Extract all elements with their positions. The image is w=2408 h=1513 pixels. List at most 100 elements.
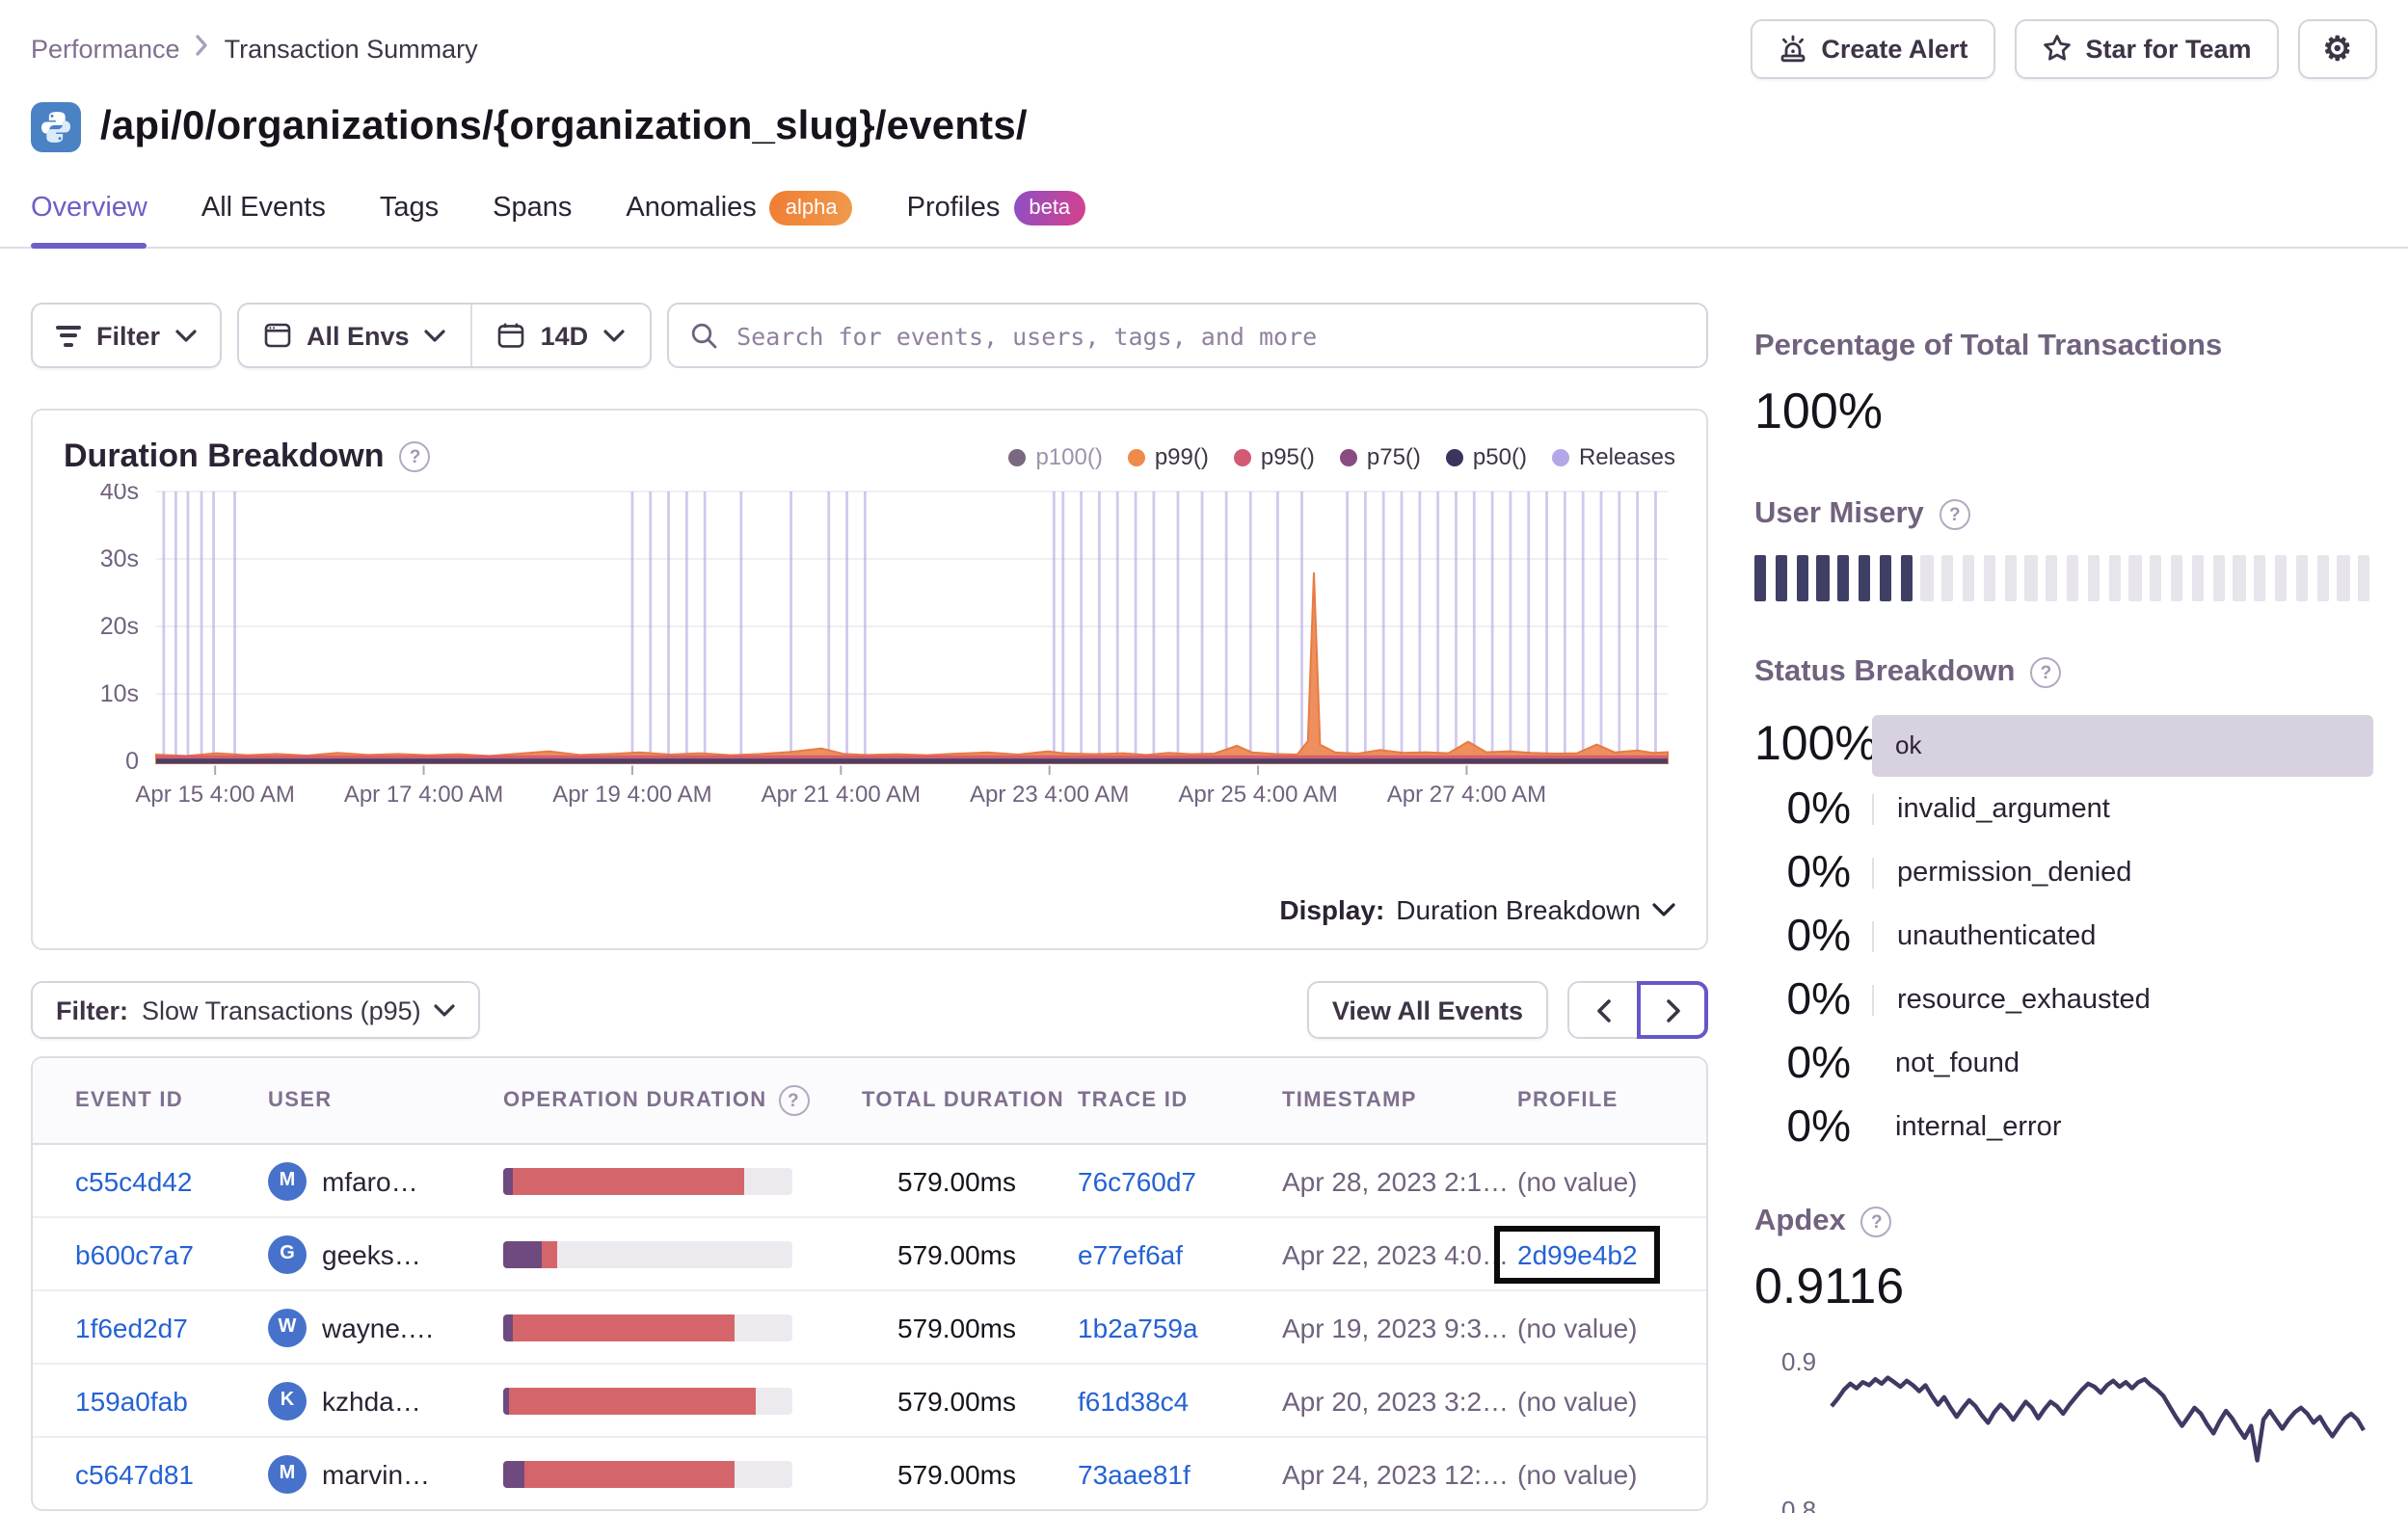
- total-transactions-heading: Percentage of Total Transactions: [1754, 330, 2223, 362]
- duration-chart[interactable]: Apr 15 4:00 AM Apr 17 4:00 AM Apr 19 4:00 …: [64, 478, 1675, 821]
- create-alert-button[interactable]: Create Alert: [1750, 18, 1995, 78]
- misery-stripe-empty: [2358, 555, 2370, 601]
- misery-stripe-empty: [2191, 555, 2205, 601]
- legend-dot: [1233, 448, 1251, 465]
- legend-item-Releases[interactable]: Releases: [1551, 443, 1675, 470]
- event-id-link[interactable]: 1f6ed2d7: [75, 1312, 188, 1342]
- next-page-button[interactable]: [1637, 981, 1708, 1039]
- misery-stripe-filled: [1900, 555, 1913, 601]
- status-percent: 100%: [1754, 717, 1878, 771]
- apdex-label: Apdex: [1754, 1205, 1846, 1237]
- profile-link[interactable]: 2d99e4b2: [1517, 1238, 1638, 1269]
- status-row-ok: 100% ok: [1754, 713, 2373, 777]
- tab-overview[interactable]: Overview: [31, 191, 148, 249]
- profile-no-value: (no value): [1517, 1385, 1638, 1416]
- python-icon: [31, 102, 81, 152]
- event-id-cell: 1f6ed2d7: [75, 1312, 268, 1342]
- event-id-link[interactable]: 159a0fab: [75, 1385, 188, 1416]
- search-bar[interactable]: [667, 303, 1708, 368]
- column-header-profile[interactable]: PROFILE: [1517, 1089, 1664, 1112]
- breadcrumb-chevron-icon: [196, 35, 209, 62]
- operation-duration-cell: [503, 1460, 862, 1487]
- column-header-trace-id[interactable]: TRACE ID: [1078, 1089, 1282, 1112]
- chevron-right-icon: [1666, 998, 1679, 1022]
- trace-id-cell: 76c760d7: [1078, 1165, 1282, 1196]
- transactions-filter-value: Slow Transactions (p95): [142, 995, 421, 1024]
- top-bar: Performance Transaction Summary: [31, 0, 2377, 79]
- star-for-team-button[interactable]: Star for Team: [2014, 18, 2279, 78]
- legend-item-p95[interactable]: p95(): [1233, 443, 1315, 470]
- trace-id-link[interactable]: f61d38c4: [1078, 1385, 1190, 1416]
- trace-id-link[interactable]: 76c760d7: [1078, 1165, 1197, 1196]
- legend-item-p100[interactable]: p100(): [1008, 443, 1103, 470]
- trace-id-link[interactable]: 1b2a759a: [1078, 1312, 1198, 1342]
- event-id-link[interactable]: b600c7a7: [75, 1238, 195, 1269]
- breadcrumb: Performance Transaction Summary: [31, 34, 478, 63]
- help-icon[interactable]: ?: [1860, 1207, 1892, 1237]
- legend-dot: [1339, 448, 1357, 465]
- tab-all-events[interactable]: All Events: [201, 191, 326, 247]
- beta-badge: beta: [1013, 191, 1086, 226]
- legend-label: p75(): [1366, 443, 1421, 470]
- date-range-selector[interactable]: 14D: [473, 305, 651, 366]
- create-alert-label: Create Alert: [1821, 34, 1968, 63]
- legend-label: Releases: [1578, 443, 1675, 470]
- previous-page-button[interactable]: [1567, 981, 1639, 1039]
- tab-anomalies[interactable]: Anomalies alpha: [626, 191, 853, 247]
- event-id-link[interactable]: c5647d81: [75, 1458, 195, 1489]
- tab-spans[interactable]: Spans: [493, 191, 572, 247]
- help-icon[interactable]: ?: [778, 1085, 810, 1116]
- column-header-event-id[interactable]: EVENT ID: [75, 1089, 268, 1112]
- trace-id-link[interactable]: e77ef6af: [1078, 1238, 1183, 1269]
- help-icon[interactable]: ?: [1939, 499, 1970, 530]
- environment-selector[interactable]: All Envs: [239, 305, 471, 366]
- legend-item-p99[interactable]: p99(): [1127, 443, 1209, 470]
- tab-profiles[interactable]: Profiles beta: [907, 191, 1086, 247]
- view-all-events-button[interactable]: View All Events: [1306, 981, 1548, 1039]
- user-misery-bar[interactable]: [1754, 555, 2373, 601]
- legend-item-p50[interactable]: p50(): [1445, 443, 1527, 470]
- help-icon[interactable]: ?: [399, 441, 431, 472]
- svg-text:20s: 20s: [100, 613, 139, 640]
- tab-label: Overview: [31, 193, 147, 224]
- status-label: internal_error: [1895, 1111, 2062, 1142]
- operation-duration-bar[interactable]: [503, 1460, 792, 1487]
- misery-stripe-empty: [1962, 555, 1975, 601]
- column-header-operation-duration[interactable]: OPERATION DURATION?: [503, 1085, 862, 1116]
- settings-button[interactable]: ⚙: [2297, 18, 2377, 78]
- status-row-unauthenticated: 0% unauthenticated: [1754, 904, 2373, 968]
- avatar: G: [268, 1234, 307, 1273]
- operation-duration-bar[interactable]: [503, 1240, 792, 1267]
- status-breakdown-label: Status Breakdown: [1754, 655, 2016, 688]
- help-icon[interactable]: ?: [2030, 657, 2062, 688]
- trace-id-link[interactable]: 73aae81f: [1078, 1458, 1191, 1489]
- total-duration-cell: 579.00ms: [897, 1312, 1016, 1342]
- events-table: EVENT ID USER OPERATION DURATION? TOTAL DUR…: [31, 1056, 1708, 1511]
- tab-tags[interactable]: Tags: [380, 191, 439, 247]
- status-percent: 0%: [1786, 973, 1852, 1023]
- column-header-timestamp[interactable]: TIMESTAMP: [1282, 1089, 1517, 1112]
- status-bar-ok[interactable]: ok: [1872, 714, 2373, 776]
- svg-text:Apr 15 4:00 AM: Apr 15 4:00 AM: [135, 782, 294, 808]
- display-dropdown[interactable]: Duration Breakdown: [1396, 894, 1675, 925]
- event-id-link[interactable]: c55c4d42: [75, 1165, 193, 1196]
- search-input[interactable]: [733, 319, 1685, 352]
- view-all-events-label: View All Events: [1331, 995, 1523, 1024]
- filter-dropdown-label: Filter: [96, 321, 161, 350]
- column-header-total-duration[interactable]: TOTAL DURATION: [862, 1089, 1078, 1112]
- status-breakdown-heading: Status Breakdown ?: [1754, 655, 2373, 690]
- breadcrumb-performance[interactable]: Performance: [31, 34, 180, 63]
- operation-duration-bar[interactable]: [503, 1387, 792, 1414]
- transactions-filter-dropdown[interactable]: Filter: Slow Transactions (p95): [31, 981, 481, 1039]
- siren-icon: [1777, 34, 1807, 63]
- operation-duration-bar[interactable]: [503, 1314, 792, 1340]
- avatar: M: [268, 1454, 307, 1493]
- filter-dropdown[interactable]: Filter: [31, 303, 223, 368]
- profile-no-value: (no value): [1517, 1165, 1638, 1196]
- legend-item-p75[interactable]: p75(): [1339, 443, 1421, 470]
- operation-duration-bar[interactable]: [503, 1167, 792, 1194]
- column-header-user[interactable]: USER: [268, 1089, 503, 1112]
